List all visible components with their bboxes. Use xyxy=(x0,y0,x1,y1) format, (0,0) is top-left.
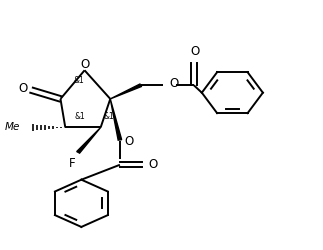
Text: O: O xyxy=(170,78,179,90)
Text: O: O xyxy=(80,58,89,70)
Polygon shape xyxy=(110,84,142,99)
Text: O: O xyxy=(148,158,157,170)
Text: F: F xyxy=(68,157,75,170)
Text: O: O xyxy=(191,45,200,58)
Polygon shape xyxy=(110,99,122,140)
Text: &1: &1 xyxy=(103,112,114,121)
Polygon shape xyxy=(77,128,101,153)
Text: O: O xyxy=(18,82,27,96)
Text: O: O xyxy=(125,136,134,148)
Text: &1: &1 xyxy=(73,76,84,85)
Text: Me: Me xyxy=(5,122,20,132)
Text: &1: &1 xyxy=(75,112,86,121)
